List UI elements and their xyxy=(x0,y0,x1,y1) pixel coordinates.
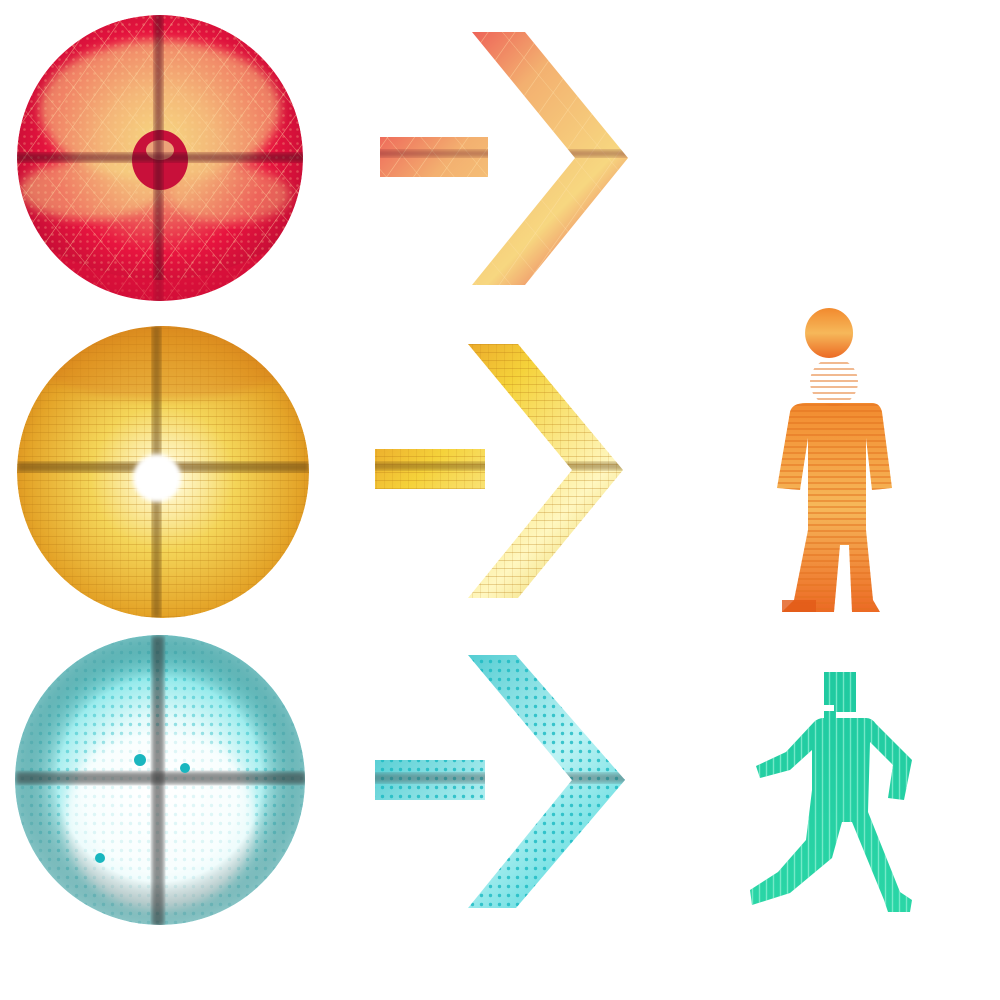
cyan-signal-row xyxy=(15,635,912,925)
yellow-arrow-right-icon xyxy=(375,344,623,598)
yellow-circle-lamp-icon xyxy=(17,326,309,618)
walking-pedestrian-icon xyxy=(750,672,912,912)
red-circle-lamp-icon xyxy=(17,15,303,301)
red-arrow-right-icon xyxy=(380,32,628,285)
standing-pedestrian-icon xyxy=(777,308,892,612)
red-signal-row xyxy=(17,15,628,301)
cyan-circle-lamp-icon xyxy=(15,635,305,925)
cyan-arrow-right-icon xyxy=(375,655,625,908)
yellow-signal-row xyxy=(17,308,892,618)
